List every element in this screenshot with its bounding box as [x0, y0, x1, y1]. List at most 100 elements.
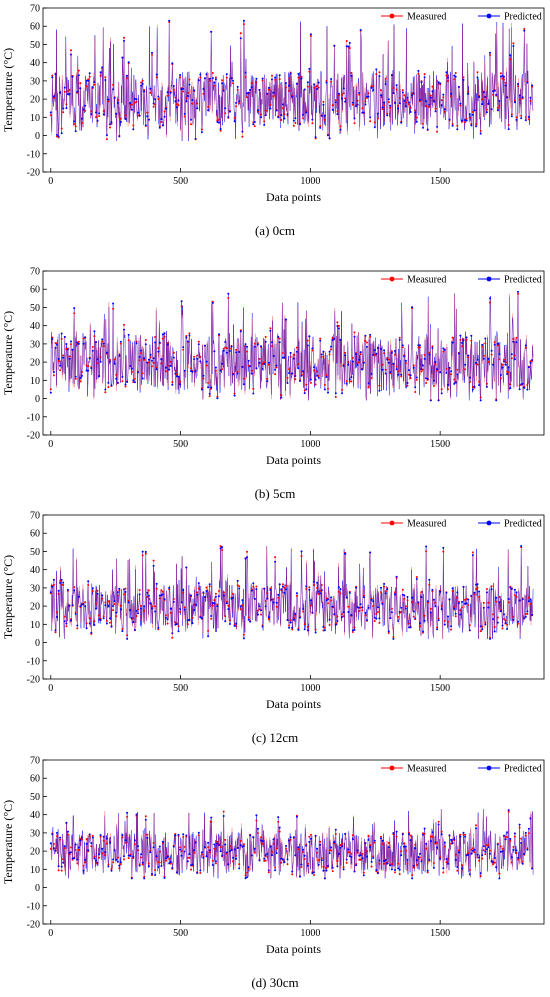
predicted-point	[333, 841, 336, 844]
predicted-point	[255, 814, 258, 817]
measured-point	[314, 628, 317, 631]
predicted-point	[193, 609, 196, 611]
predicted-point	[461, 867, 463, 870]
measured-point	[224, 346, 227, 349]
predicted-point	[126, 811, 129, 814]
measured-point	[501, 77, 504, 80]
predicted-point	[364, 103, 367, 106]
measured-point	[459, 609, 462, 612]
measured-point	[51, 74, 54, 77]
predicted-point	[350, 856, 353, 858]
measured-point	[76, 627, 79, 630]
measured-point	[475, 123, 477, 126]
predicted-point	[434, 605, 437, 608]
predicted-point	[513, 832, 516, 835]
measured-point	[454, 72, 457, 74]
measured-point	[364, 339, 367, 342]
predicted-point	[492, 90, 495, 93]
predicted-point	[163, 115, 166, 118]
x-tick-label: 1500	[430, 176, 450, 187]
predicted-point	[471, 554, 474, 557]
measured-point	[264, 599, 267, 602]
measured-point	[443, 110, 446, 113]
measured-point	[238, 102, 241, 105]
predicted-point	[370, 86, 373, 89]
x-tick-label: 1000	[300, 928, 320, 939]
measured-point	[166, 342, 169, 344]
predicted-point	[260, 345, 263, 348]
predicted-point	[418, 622, 421, 625]
measured-point	[186, 856, 189, 859]
predicted-point	[414, 847, 417, 850]
predicted-point	[294, 117, 297, 120]
predicted-point	[204, 595, 206, 598]
predicted-point	[105, 134, 108, 137]
measured-point	[432, 862, 435, 864]
predicted-point	[275, 364, 278, 367]
measured-point	[175, 103, 178, 106]
measured-point	[302, 117, 305, 120]
predicted-point	[451, 587, 454, 590]
predicted-point	[487, 357, 490, 360]
measured-point	[468, 624, 471, 627]
predicted-point	[143, 877, 146, 880]
predicted-point	[309, 378, 312, 381]
predicted-point	[196, 593, 199, 596]
measured-point	[434, 107, 437, 110]
predicted-point	[397, 107, 400, 110]
predicted-point	[238, 351, 241, 353]
predicted-point	[236, 847, 239, 849]
measured-point	[509, 383, 512, 386]
measured-point	[102, 839, 105, 842]
predicted-point	[422, 630, 424, 633]
predicted-point	[260, 609, 263, 612]
predicted-point	[193, 849, 196, 852]
predicted-point	[422, 126, 424, 129]
predicted-point	[369, 116, 372, 119]
measured-point	[373, 353, 376, 356]
predicted-point	[337, 852, 340, 855]
predicted-point	[79, 377, 82, 380]
measured-point	[118, 867, 121, 870]
predicted-point	[527, 600, 530, 603]
measured-point	[506, 623, 509, 626]
measured-point	[515, 116, 518, 119]
predicted-point	[258, 859, 261, 862]
measured-point	[400, 375, 403, 378]
predicted-point	[185, 336, 188, 339]
measured-point	[141, 79, 144, 82]
predicted-point	[95, 607, 97, 610]
predicted-point	[386, 114, 389, 117]
measured-point	[436, 841, 439, 844]
measured-point	[157, 98, 160, 100]
y-tick-label: 20	[30, 847, 40, 858]
measured-point	[263, 120, 266, 123]
measured-point	[314, 383, 317, 386]
measured-point	[119, 342, 122, 345]
predicted-point	[205, 73, 208, 76]
predicted-point	[448, 366, 451, 369]
predicted-point	[506, 831, 509, 834]
predicted-point	[54, 346, 57, 349]
predicted-point	[112, 605, 115, 608]
measured-point	[484, 853, 487, 856]
measured-point	[281, 352, 284, 354]
predicted-point	[275, 109, 278, 112]
predicted-point	[207, 841, 210, 844]
x-tick-label: 500	[173, 176, 188, 187]
measured-point	[199, 76, 202, 79]
measured-point	[367, 835, 370, 838]
predicted-point	[121, 630, 124, 633]
predicted-point	[183, 850, 186, 853]
predicted-point	[57, 135, 60, 138]
predicted-point	[154, 341, 157, 344]
measured-point	[74, 849, 77, 851]
measured-point	[121, 836, 124, 839]
predicted-point	[380, 837, 382, 840]
predicted-point	[313, 366, 315, 369]
y-tick-label: 70	[30, 756, 40, 767]
measured-point	[439, 856, 442, 858]
predicted-point	[339, 846, 342, 849]
predicted-point	[138, 593, 141, 596]
predicted-point	[362, 361, 365, 364]
